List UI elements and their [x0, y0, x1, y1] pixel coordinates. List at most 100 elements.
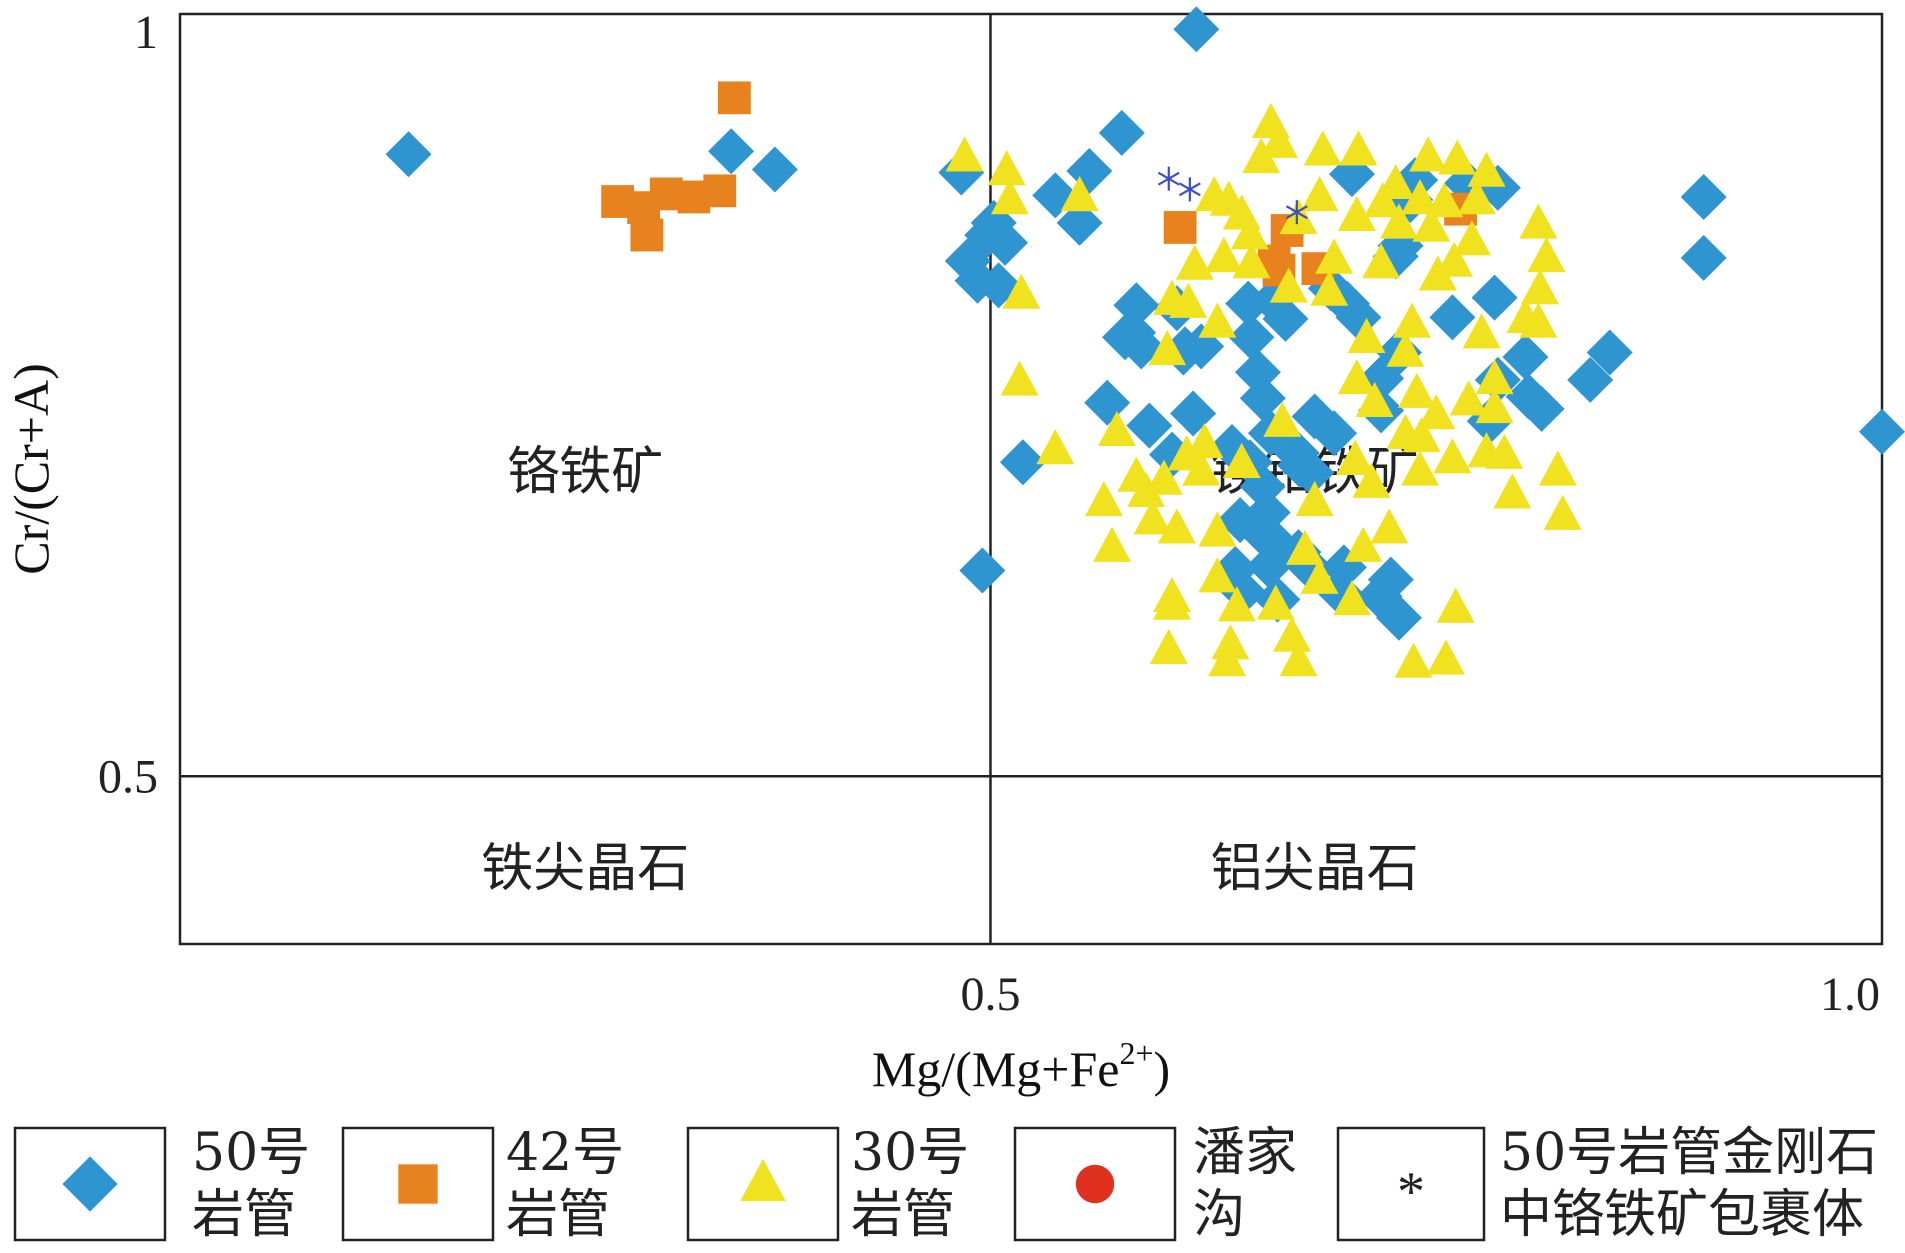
- data-point: [1418, 255, 1457, 291]
- data-point: [999, 439, 1046, 486]
- data-point: [1149, 628, 1188, 665]
- legend-triangle-icon: [740, 1158, 786, 1202]
- data-point: [1339, 130, 1378, 166]
- plot-border: [178, 12, 1884, 946]
- data-point: [385, 131, 432, 178]
- data-point: [1370, 508, 1409, 544]
- data-point: [1394, 642, 1433, 678]
- data-point: [1347, 317, 1386, 353]
- legend-asterisk-icon: *: [1397, 1161, 1425, 1223]
- data-point: [1680, 173, 1727, 220]
- data-point: [1429, 294, 1476, 341]
- data-point: [1367, 556, 1414, 603]
- data-point: [1204, 237, 1243, 273]
- legend-label: 岩管: [851, 1185, 955, 1245]
- x-tick-label: 0.5: [960, 968, 1020, 1021]
- data-point: [944, 237, 991, 284]
- data-point: [1208, 641, 1247, 677]
- legend-diamond-icon: [62, 1156, 118, 1212]
- data-point: [1198, 557, 1237, 593]
- data-point: [630, 218, 664, 252]
- data-point: [1126, 402, 1173, 449]
- data-point: [1269, 267, 1308, 303]
- data-point: [677, 180, 711, 214]
- data-point: [1538, 450, 1577, 486]
- data-point: [1230, 214, 1269, 250]
- data-point: [1457, 179, 1496, 215]
- data-point: [1402, 416, 1441, 453]
- data-point: [1519, 203, 1558, 239]
- data-point: [1198, 511, 1237, 547]
- data-point: [1093, 526, 1132, 562]
- y-axis-label: Cr/(Cr+A): [3, 363, 59, 575]
- y-tick-label: 0.5: [98, 750, 158, 803]
- data-point: [1000, 360, 1039, 396]
- data-point: [1260, 122, 1299, 158]
- data-point: [1363, 182, 1402, 218]
- axis-labels: Mg/(Mg+Fe2+) Cr/(Cr+A): [3, 363, 1170, 1097]
- data-point: [1467, 151, 1506, 187]
- data-point: [1153, 577, 1192, 613]
- data-point: [1475, 359, 1514, 395]
- data-point: [1263, 401, 1302, 437]
- data-point: [1185, 423, 1224, 459]
- data-point: [1303, 130, 1342, 166]
- series-asterisk: [1157, 166, 1308, 225]
- legend-label: 50号: [192, 1123, 310, 1183]
- data-point: [1211, 624, 1250, 660]
- data-point: [1097, 410, 1136, 446]
- region-label: 铬铁矿: [507, 442, 663, 502]
- data-point: [1337, 359, 1376, 395]
- data-point: [1449, 380, 1488, 416]
- data-point: [1315, 238, 1354, 274]
- data-point: [1401, 179, 1440, 215]
- data-point: [1084, 480, 1123, 517]
- data-point: [1310, 270, 1349, 306]
- data-point: [1344, 526, 1383, 562]
- data-point: [1098, 109, 1145, 156]
- data-point: [1543, 494, 1582, 530]
- data-point: [1148, 330, 1187, 366]
- data-point: [1288, 449, 1335, 496]
- legend-square-icon: [398, 1164, 438, 1204]
- legend-label: 岩管: [506, 1185, 610, 1245]
- data-point: [1300, 558, 1339, 594]
- data-point: [1332, 580, 1371, 616]
- data-point: [1102, 314, 1149, 361]
- data-point: [1222, 442, 1261, 479]
- data-point: [1336, 439, 1375, 475]
- data-point: [1157, 508, 1196, 544]
- data-point: [1170, 390, 1217, 437]
- data-point: [1285, 200, 1308, 225]
- data-point: [1198, 302, 1237, 338]
- legend-swatch-box: [686, 1126, 840, 1242]
- data-point: [1238, 509, 1285, 556]
- data-point: [1217, 586, 1256, 622]
- series-triangle: [945, 102, 1582, 678]
- data-point: [1436, 587, 1475, 623]
- series-diamond: [385, 6, 1905, 641]
- data-point: [1680, 234, 1727, 281]
- data-point: [990, 179, 1029, 215]
- data-point: [1169, 282, 1208, 318]
- data-point: [1175, 244, 1214, 280]
- data-point: [1036, 429, 1075, 465]
- data-point: [1409, 136, 1448, 172]
- data-point: [1412, 206, 1451, 242]
- data-point: [708, 128, 755, 175]
- data-marks: [385, 6, 1905, 678]
- data-point: [1133, 499, 1172, 535]
- data-point: [945, 136, 984, 172]
- data-point: [1295, 480, 1334, 517]
- data-point: [627, 191, 660, 225]
- legend-swatch-box: [1336, 1126, 1486, 1242]
- data-point: [1066, 148, 1113, 195]
- data-point: [1375, 594, 1422, 641]
- axis-ticks: 0.5 1.0 1 0.5: [98, 6, 1880, 1021]
- plot-frame: [178, 12, 1884, 946]
- data-point: [1462, 313, 1501, 349]
- data-point: [1397, 372, 1436, 408]
